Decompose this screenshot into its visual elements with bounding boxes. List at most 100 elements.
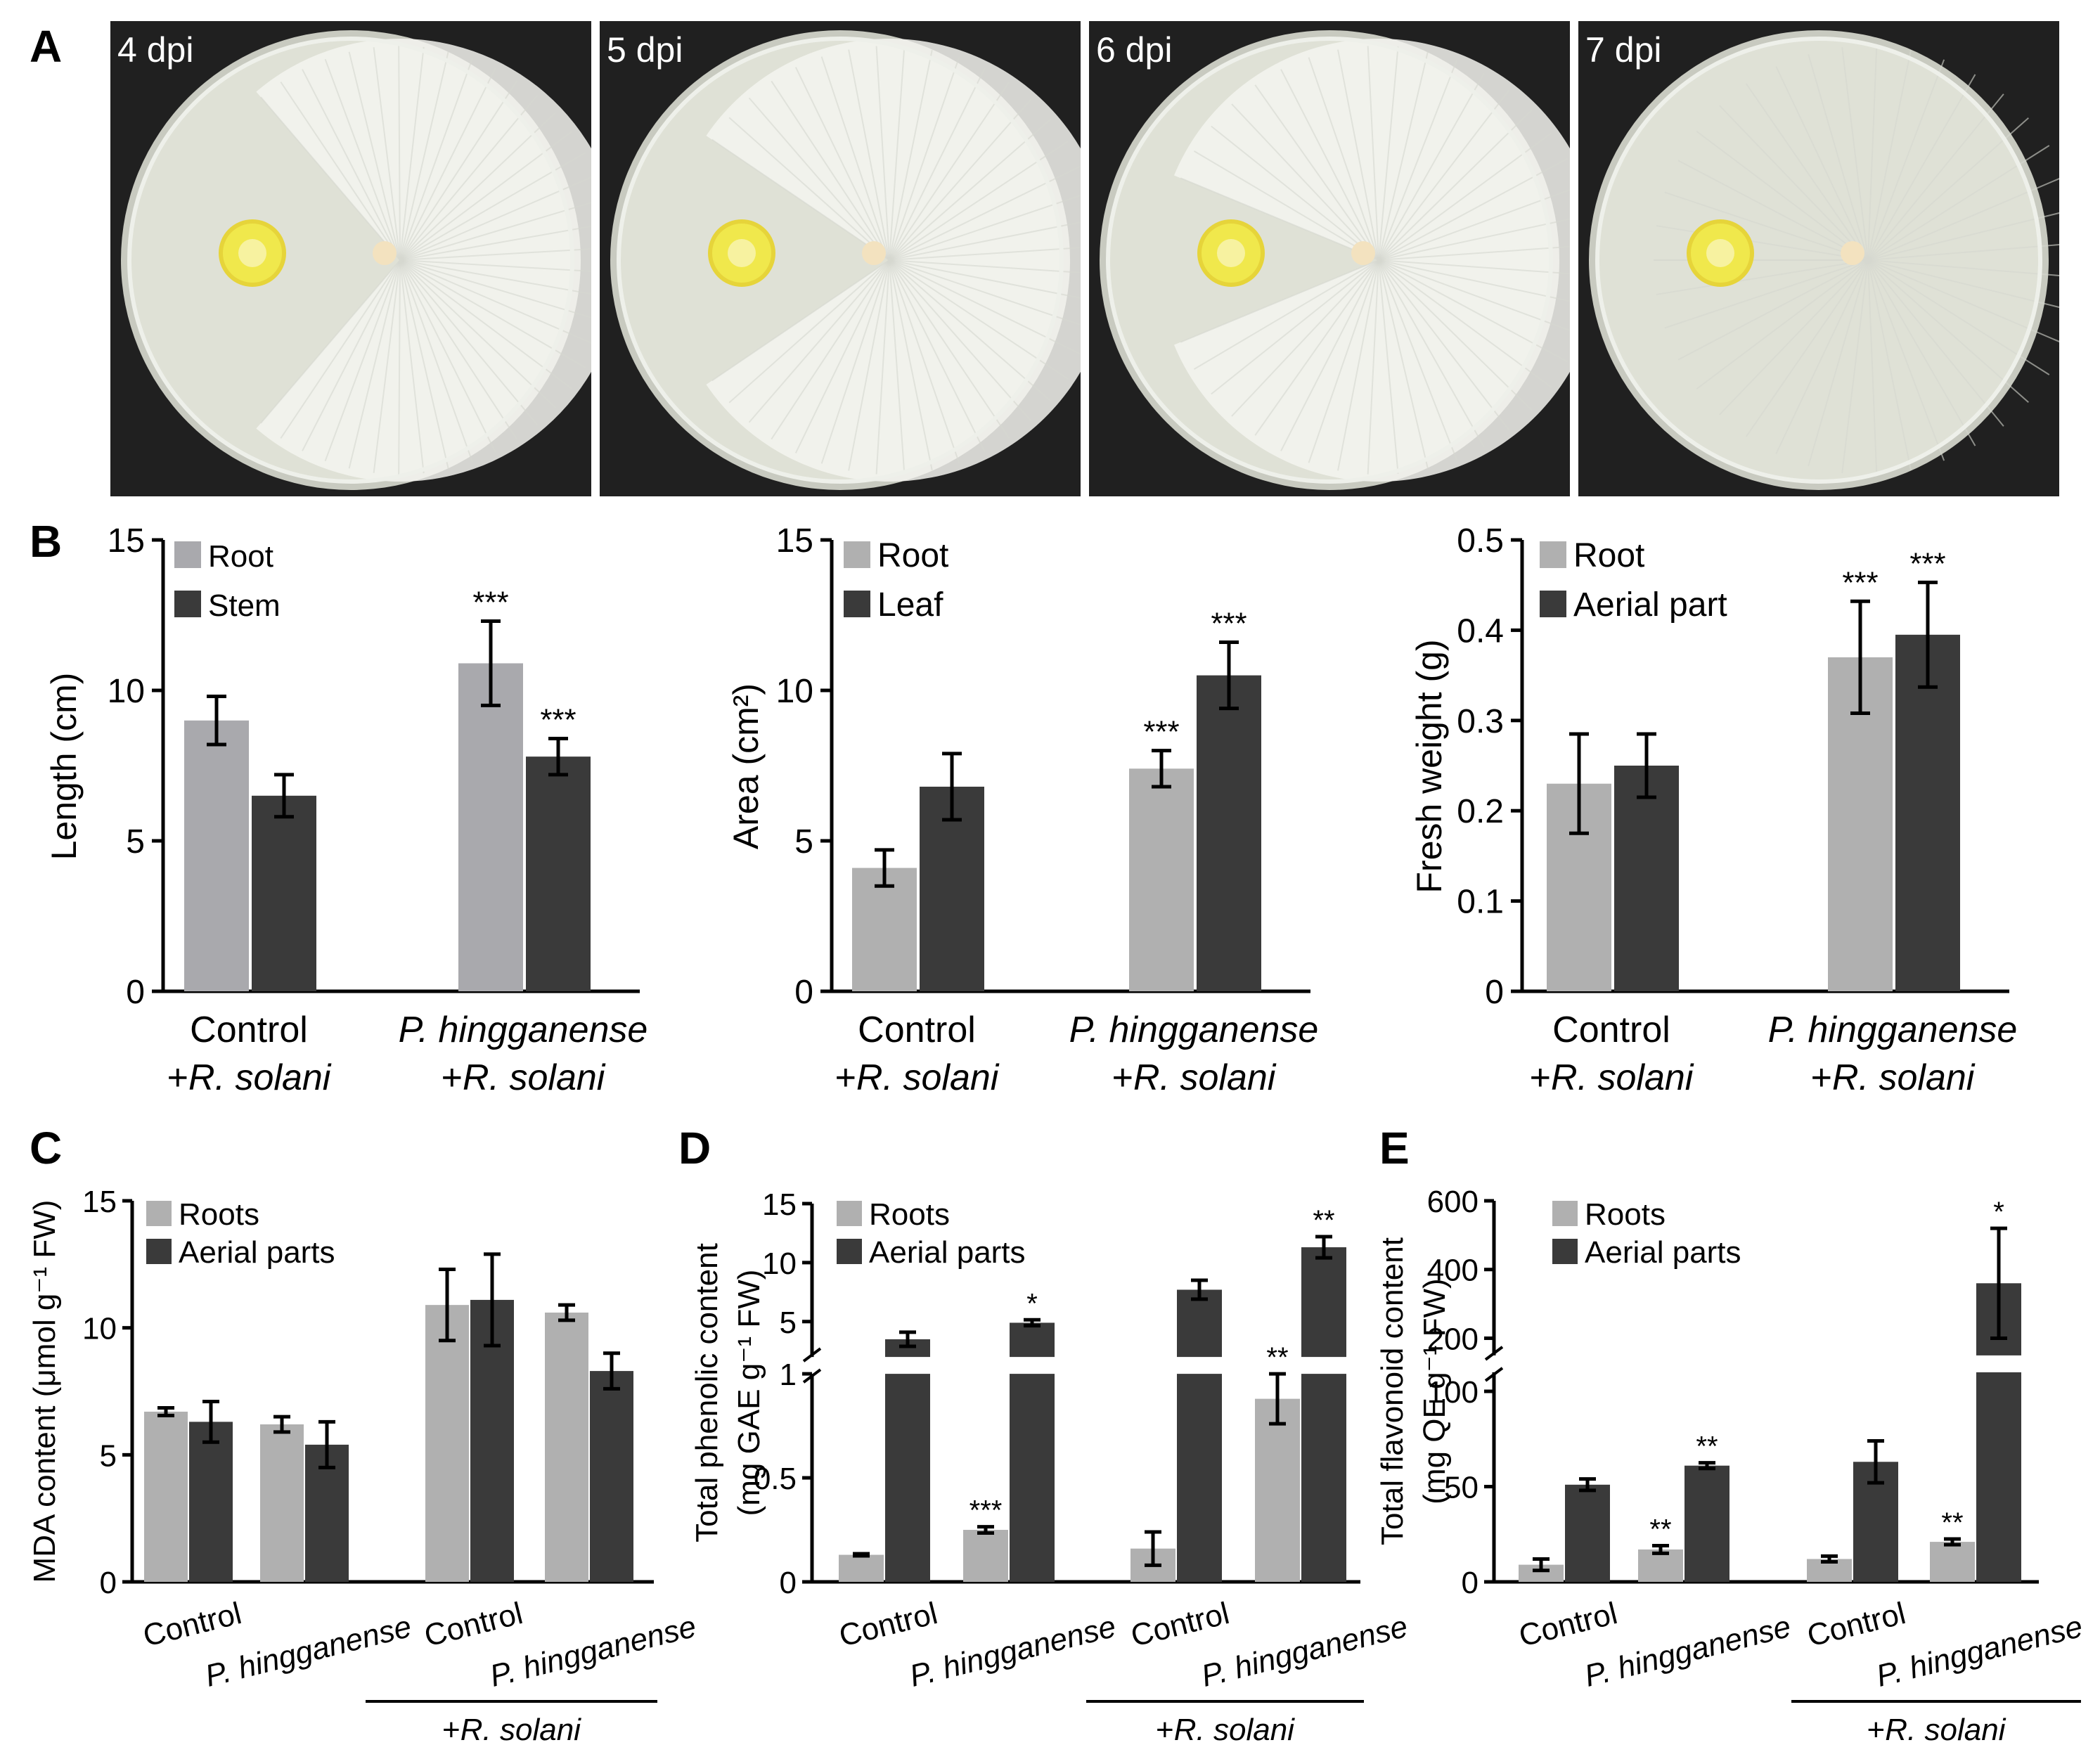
mycelium-hypha <box>399 51 449 261</box>
category-label-prefix: + <box>1112 1057 1133 1098</box>
fungal-plug <box>1841 241 1864 265</box>
significance-marker: *** <box>970 1495 1003 1526</box>
legend-label: Aerial parts <box>179 1235 335 1270</box>
category-label-species: R. solani <box>1832 1057 1976 1098</box>
mycelium-hypha <box>399 67 496 261</box>
mycelium-hypha <box>399 259 539 425</box>
y-tick-label: 0 <box>126 974 145 1011</box>
mycelium-hypha <box>794 67 890 261</box>
mycelium-hypha <box>889 221 1081 261</box>
y-tick-label: 0.2 <box>1457 793 1504 830</box>
mycelium-hypha <box>1867 244 2059 261</box>
mycelium-hypha <box>1867 212 2059 261</box>
group-label-prefix: + <box>1867 1713 1886 1747</box>
significance-marker: *** <box>540 702 576 737</box>
bar-aerial-parts-lower <box>885 1374 930 1582</box>
mycelium-hypha <box>1378 188 1570 261</box>
y-axis-subtitle: (mg QE g⁻¹ FW) <box>1417 1278 1452 1504</box>
mycelium-growth <box>1654 46 2059 475</box>
category-label-prefix: + <box>1811 1057 1832 1098</box>
category-label: Control <box>1552 1010 1670 1050</box>
mycelium-hypha <box>1775 259 1869 454</box>
y-tick-label: 15 <box>108 522 145 560</box>
mycelium-hypha <box>1337 259 1379 471</box>
axis-break-mark <box>1484 1346 1504 1361</box>
mycelium-hypha <box>1193 150 1379 261</box>
mycelium-hypha <box>1775 66 1869 261</box>
mycelium-hypha <box>1867 117 2029 261</box>
category-label: P. hingganense <box>399 1010 648 1050</box>
category-label: +R. solani <box>1530 1057 1694 1098</box>
mycelium-hypha <box>399 202 591 261</box>
category-label: +R. solani <box>835 1057 1000 1098</box>
mycelium-hypha <box>1378 218 1570 261</box>
mycelium-hypha <box>711 259 890 382</box>
y-axis-subtitle: (mg GAE g⁻¹ FW) <box>732 1270 766 1516</box>
mycelium-hypha <box>280 259 401 439</box>
significance-marker: *** <box>1211 607 1247 641</box>
mycelium-hypha <box>399 79 518 261</box>
mycelium-hypha <box>889 259 1010 439</box>
dish-edge <box>127 37 574 484</box>
y-tick-label: 5 <box>794 823 813 861</box>
category-label: Control <box>858 1010 976 1050</box>
mycelium-hypha <box>399 225 591 261</box>
mycelium-hypha <box>1211 125 1379 261</box>
mycelium-hypha <box>399 95 539 261</box>
y-tick-label: 15 <box>776 522 813 560</box>
significance-marker: * <box>1026 1288 1038 1319</box>
mycelium-hypha <box>1280 259 1379 451</box>
bar-aerial-parts <box>189 1422 233 1582</box>
mycelium-hypha <box>399 259 518 441</box>
photo-6dpi: 6 dpi <box>1089 21 1570 496</box>
mycelium-hypha <box>399 259 591 272</box>
group-label-prefix: + <box>442 1713 460 1747</box>
mycelium-hypha <box>373 259 401 473</box>
category-label: Control <box>190 1010 308 1050</box>
mycelium-hypha <box>302 259 401 451</box>
legend-swatch <box>1540 541 1566 568</box>
group-label: +R. solani <box>1867 1713 2006 1747</box>
legend-label: Root <box>877 537 948 574</box>
mycelium-hypha <box>1378 46 1399 261</box>
group-label-species: R. solani <box>1885 1713 2006 1747</box>
photo-4dpi: 4 dpi <box>110 21 591 496</box>
colony-center <box>728 239 756 267</box>
category-label-prefix: + <box>442 1057 463 1098</box>
category-label-species: P. hingganense <box>1069 1010 1319 1050</box>
category-label-species: P. hingganense <box>1768 1010 2018 1050</box>
bar-root <box>458 663 523 991</box>
mycelium-hypha <box>875 46 890 261</box>
mycelium-hypha <box>1378 259 1570 275</box>
category-label-species: P. hingganense <box>399 1010 648 1050</box>
legend-swatch <box>146 1239 172 1264</box>
mycelium-hypha <box>1378 259 1510 431</box>
dpi-label: 7 dpi <box>1585 30 1661 70</box>
mycelium-hypha <box>1378 259 1457 460</box>
category-label-prefix: + <box>167 1057 188 1098</box>
mycelium-hypha <box>1337 49 1379 261</box>
mycelium-hypha <box>399 259 591 318</box>
mycelium-hypha <box>889 259 906 475</box>
mycelium-hypha <box>398 259 401 475</box>
panel-label-D: D <box>678 1123 711 1173</box>
y-tick-label: 10 <box>776 673 813 710</box>
y-tick-label: 1 <box>780 1358 797 1392</box>
mycelium-hypha <box>889 259 1081 355</box>
dpi-label: 6 dpi <box>1096 30 1172 70</box>
y-tick-label: 0 <box>780 1566 797 1600</box>
mycelium-hypha <box>348 259 401 469</box>
mycelium-hypha <box>1231 103 1379 261</box>
mycelium-hypha <box>889 67 986 261</box>
bar-aerial-parts-upper <box>1010 1322 1055 1358</box>
mycelium-hypha <box>1378 245 1570 261</box>
category-label: Control <box>1804 1596 1909 1654</box>
mycelium-hypha <box>399 112 556 261</box>
significance-marker: ** <box>1941 1507 1963 1538</box>
mycelium-hypha <box>1193 259 1379 371</box>
legend-swatch <box>146 1201 172 1226</box>
category-label: Control <box>140 1596 245 1654</box>
axis-break-mark <box>802 1368 822 1384</box>
legend-swatch <box>844 591 870 617</box>
